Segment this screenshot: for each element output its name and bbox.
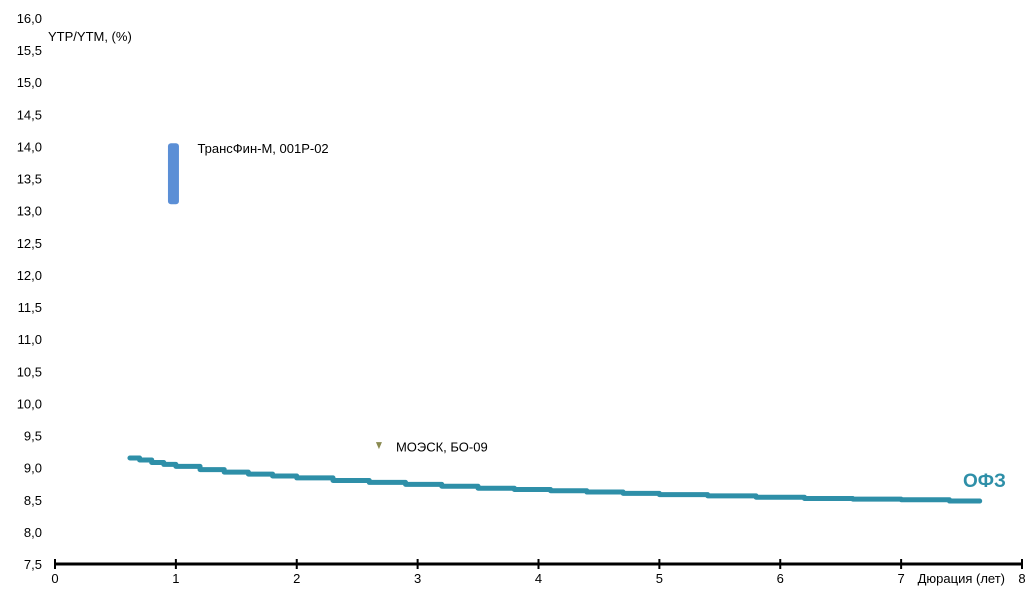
y-tick-label: 13,5 [17, 172, 42, 187]
x-tick-label: 8 [1018, 571, 1025, 586]
y-tick-label: 15,5 [17, 43, 42, 58]
transfin-range-bar [167, 143, 179, 205]
ofz-series-label: ОФЗ [963, 471, 1006, 492]
x-tick-label: 4 [535, 571, 542, 586]
x-tick-label: 1 [172, 571, 179, 586]
x-tick-label: 3 [414, 571, 421, 586]
x-tick-label: 0 [51, 571, 58, 586]
y-tick-labels: 7,5 8,0 8,5 9,0 9,5 10,0 10,5 11,0 11,5 12,0 12,5 1… [17, 11, 42, 572]
y-tick-label: 8,0 [24, 525, 42, 540]
ofz-curve [127, 455, 983, 504]
y-tick-label: 9,5 [24, 429, 42, 444]
y-tick-label: 10,0 [17, 396, 42, 411]
y-tick-label: 14,0 [17, 139, 42, 154]
x-tick-label: 7 [898, 571, 905, 586]
y-tick-label: 7,5 [24, 557, 42, 572]
transfin-point-label: ТрансФин-М, 001Р-02 [197, 141, 328, 156]
y-tick-label: 9,0 [24, 461, 42, 476]
y-tick-label: 15,0 [17, 75, 42, 90]
y-tick-label: 11,5 [18, 300, 42, 315]
axes [54, 559, 1023, 569]
series-marks [127, 143, 983, 504]
y-axis-label: YTP/YTM, (%) [48, 29, 132, 44]
x-tick-label: 5 [656, 571, 663, 586]
y-tick-label: 12,5 [17, 236, 42, 251]
y-tick-label: 13,0 [17, 204, 42, 219]
moesk-point [375, 442, 382, 450]
x-tick-labels: 0 1 2 3 4 5 6 7 8 [51, 571, 1025, 586]
y-tick-label: 11,0 [18, 332, 42, 347]
moesk-point-label: МОЭСК, БО-09 [396, 440, 488, 455]
y-tick-label: 16,0 [17, 11, 42, 26]
y-tick-label: 12,0 [17, 268, 42, 283]
y-tick-label: 10,5 [17, 364, 42, 379]
x-tick-label: 6 [777, 571, 784, 586]
x-tick-label: 2 [293, 571, 300, 586]
x-axis-label: Дюрация (лет) [918, 571, 1005, 586]
y-tick-label: 8,5 [24, 493, 42, 508]
y-tick-label: 14,5 [17, 107, 42, 122]
